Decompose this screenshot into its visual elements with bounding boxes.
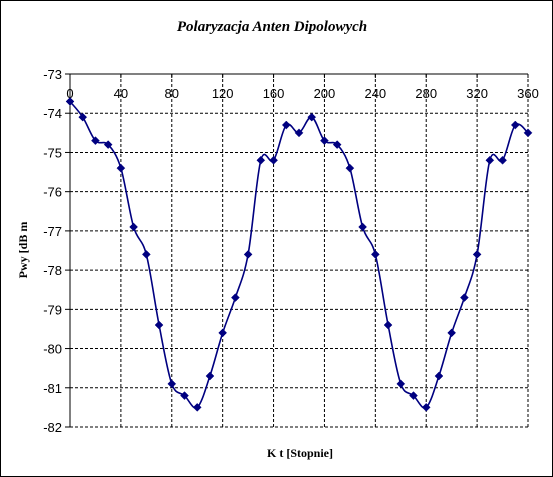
series-line — [69, 100, 529, 409]
y-tick-label: -80 — [43, 342, 62, 357]
x-tick-label: 320 — [466, 86, 488, 101]
y-tick-label: -76 — [43, 185, 62, 200]
data-point-marker — [447, 328, 457, 338]
data-point-marker — [409, 391, 418, 400]
x-tick-label: 280 — [415, 86, 437, 101]
y-tick-label: -75 — [43, 145, 62, 160]
data-point-marker — [281, 120, 291, 130]
data-point-marker — [434, 371, 444, 381]
y-tick-label: -78 — [43, 263, 62, 278]
data-point-marker — [396, 379, 406, 389]
data-point-marker — [510, 120, 520, 130]
x-tick-label: 40 — [114, 86, 128, 101]
x-tick-label: 80 — [165, 86, 179, 101]
data-point-marker — [218, 328, 228, 338]
data-point-marker — [320, 136, 329, 146]
x-tick-label: 160 — [263, 86, 285, 101]
chart-title: Polaryzacja Anten Dipolowych — [177, 19, 367, 35]
data-point-marker — [65, 97, 75, 106]
x-tick-label: 200 — [314, 86, 336, 101]
y-tick-label: -77 — [43, 224, 62, 239]
x-tick-label: 240 — [364, 86, 386, 101]
data-point-marker — [78, 112, 88, 122]
data-point-marker — [91, 136, 100, 146]
data-point-marker — [231, 293, 240, 302]
y-axis-title: Pwy [dB m — [16, 222, 30, 279]
data-point-marker — [307, 112, 317, 122]
y-tick-label: -82 — [43, 420, 62, 435]
series-layer — [65, 97, 533, 412]
data-point-marker — [421, 403, 431, 412]
data-point-marker — [370, 250, 380, 259]
data-point-marker — [141, 250, 151, 259]
x-axis-title: K t [Stopnie] — [267, 446, 333, 460]
x-tick-label: 0 — [66, 86, 73, 101]
axes — [65, 73, 529, 428]
data-point-marker — [485, 155, 495, 165]
y-tick-label: -79 — [43, 302, 62, 317]
data-point-marker — [167, 379, 177, 389]
y-tick-label: -81 — [43, 381, 62, 396]
data-point-marker — [523, 128, 533, 138]
data-point-marker — [460, 293, 469, 302]
data-point-marker — [243, 250, 253, 259]
data-point-marker — [192, 403, 202, 412]
data-point-marker — [472, 250, 482, 259]
data-point-marker — [294, 128, 304, 138]
data-point-marker — [205, 371, 215, 381]
y-tick-label: -74 — [43, 106, 62, 121]
data-point-marker — [358, 222, 367, 232]
data-point-marker — [269, 155, 278, 165]
x-tick-label: 360 — [517, 86, 539, 101]
data-point-marker — [103, 140, 113, 149]
data-point-marker — [180, 391, 189, 400]
x-tick-label: 120 — [212, 86, 234, 101]
data-point-marker — [129, 222, 138, 232]
data-point-marker — [332, 140, 342, 149]
data-point-marker — [154, 320, 164, 330]
y-tick-label: -73 — [43, 67, 62, 82]
data-point-marker — [383, 320, 393, 330]
data-point-marker — [256, 155, 266, 165]
data-point-marker — [116, 163, 126, 173]
tick-labels: -73 -74 -75 -76 -77 -78 -79 -80 -81 -82 0 40 80 120 16… — [43, 67, 539, 435]
data-point-marker — [345, 163, 355, 173]
data-point-marker — [498, 155, 507, 165]
grid-lines — [70, 74, 528, 427]
